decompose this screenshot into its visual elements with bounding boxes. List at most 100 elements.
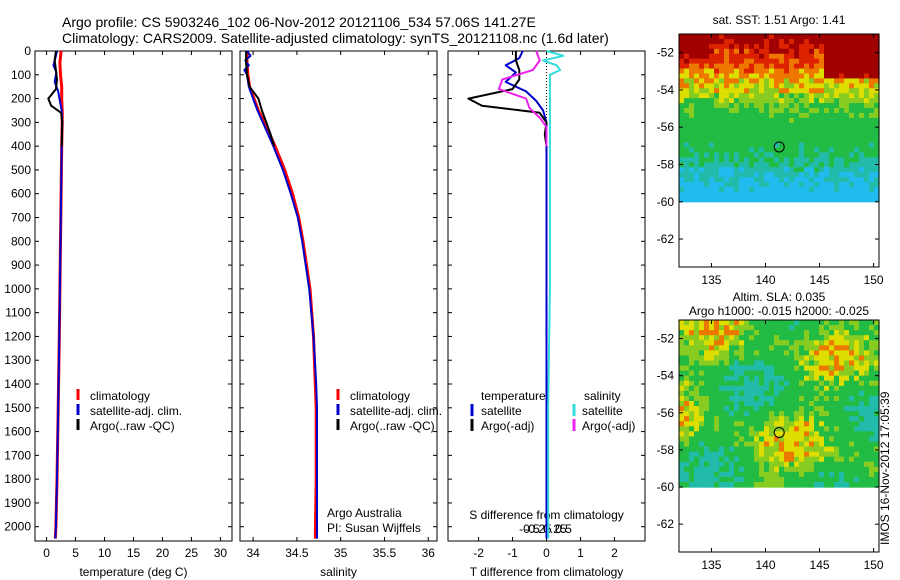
y-tick-label: 200: [11, 92, 31, 106]
difference-panel: -2 -1 0 1 2 T difference from climatology -0.5…: [447, 50, 646, 579]
y-tick-label: 1000: [4, 282, 31, 296]
series-line-argo-raw-qc-: [47, 50, 64, 147]
y-tick-label: 100: [11, 68, 31, 82]
x-tick-label: 35: [334, 546, 348, 560]
sla-map-panel: -52 -54 -56 -58 -60 -62 135 140 145 150 Altim. SLA…: [657, 290, 884, 572]
annotation-line1: Argo Australia: [327, 506, 402, 520]
x-tick-label: 20: [156, 546, 170, 560]
y-tick-label: -52: [657, 332, 675, 346]
map-sla-title-line1: Altim. SLA: 0.035: [733, 290, 826, 304]
y-tick-label: 700: [11, 211, 31, 225]
argo-float-marker: [773, 141, 785, 153]
x-tick-label: 145: [810, 558, 830, 572]
y-tick-label: -52: [657, 46, 675, 60]
x-tick2-label: 0.25: [543, 522, 567, 536]
x-tick2-label: -0.5: [519, 522, 540, 536]
y-tick-label: -58: [657, 443, 675, 457]
y-tick-label: 1300: [4, 353, 31, 367]
series-line-temperature-satellite: [504, 50, 548, 539]
y-tick-label: -60: [657, 480, 675, 494]
x-tick-label: 0: [543, 546, 550, 560]
y-tick-label: -62: [657, 517, 675, 531]
y-tick-label: 400: [11, 139, 31, 153]
y-tick-label: 1900: [4, 496, 31, 510]
legend-label: Argo(..raw -QC): [350, 419, 435, 433]
y-tick-label: -62: [657, 232, 675, 246]
salinity-panel: 34 34.5 35 35.5 36 salinity climatologysatelli…: [239, 50, 442, 579]
y-tick-label: 500: [11, 163, 31, 177]
legend-salinity-title: salinity: [584, 389, 621, 403]
x-tick-label: 140: [755, 558, 775, 572]
y-tick-label: 1800: [4, 472, 31, 486]
legend-label: climatology: [90, 389, 150, 403]
legend-label: satellite-adj. clim.: [90, 404, 182, 418]
temperature-panel: 0100200300400500600700800900100011001200…: [4, 44, 233, 579]
legend-label: climatology: [350, 389, 410, 403]
x-tick-label: -2: [473, 546, 484, 560]
annotation-line2: PI: Susan Wijffels: [327, 521, 421, 535]
map-border: [678, 319, 880, 553]
x-tick-label: 30: [214, 546, 228, 560]
y-tick-label: 1200: [4, 329, 31, 343]
y-tick-label: 1600: [4, 425, 31, 439]
figure-title-line1: Argo profile: CS 5903246_102 06-Nov-2012…: [62, 14, 536, 30]
y-tick-label: -60: [657, 195, 675, 209]
x-tick-label: 140: [755, 273, 775, 287]
legend-temperature-title: temperature: [481, 389, 546, 403]
legend-label: Argo(-adj): [582, 419, 635, 433]
y-tick-label: -56: [657, 406, 675, 420]
series-line-salinity-argo-adj-: [497, 50, 548, 147]
timestamp-watermark: IMOS 16-Nov-2012 17:05:39: [878, 391, 892, 545]
map-sst-title: sat. SST: 1.51 Argo: 1.41: [713, 13, 846, 27]
y-tick-label: -58: [657, 157, 675, 171]
x-tick-label: 2: [611, 546, 618, 560]
x-tick-label: 145: [810, 273, 830, 287]
argo-float-marker: [773, 426, 785, 438]
series-line-salinity-satellite: [542, 50, 565, 539]
y-tick-label: -56: [657, 120, 675, 134]
x-tick-label: 35.5: [373, 546, 397, 560]
y-tick-label: 0: [24, 44, 31, 58]
x-tick-label: -1: [507, 546, 518, 560]
x-tick-label: 36: [422, 546, 436, 560]
y-tick-label: 1100: [5, 306, 31, 320]
plot-frame: [239, 50, 438, 542]
x-axis-label: salinity: [320, 565, 357, 579]
y-tick-label: 1500: [4, 401, 31, 415]
legend-label: satellite-adj. clim.: [350, 404, 442, 418]
y-tick-label: -54: [657, 369, 675, 383]
legend-label: Argo(-adj): [481, 419, 534, 433]
x-tick-label: 150: [864, 558, 884, 572]
series-line-argo-raw-qc-: [245, 51, 276, 147]
x-tick-label: 1: [577, 546, 584, 560]
y-tick-label: 800: [11, 234, 31, 248]
y-tick-label: 300: [11, 115, 31, 129]
map-sla-title-line2: Argo h1000: -0.015 h2000: -0.025: [689, 304, 869, 318]
x-tick-label: 150: [864, 273, 884, 287]
y-tick-label: 1700: [4, 448, 31, 462]
map-heatmap: [679, 34, 880, 203]
map-border: [678, 33, 880, 268]
figure-title-line2: Climatology: CARS2009. Satellite-adjuste…: [62, 30, 609, 46]
x-tick-label: 10: [98, 546, 112, 560]
y-tick-label: 600: [11, 187, 31, 201]
legend-label: Argo(..raw -QC): [90, 419, 175, 433]
y-tick-label: 900: [11, 258, 31, 272]
x-tick-label: 15: [127, 546, 141, 560]
x-tick-label: 34.5: [285, 546, 309, 560]
sst-map-panel: -52 -54 -56 -58 -60 -62 135 140 145 150 sat. SST: …: [657, 13, 884, 287]
x-tick-label: 5: [72, 546, 79, 560]
x-tick-label: 25: [185, 546, 199, 560]
x-axis-label: T difference from climatology: [470, 565, 624, 579]
plot-frame: [34, 50, 233, 542]
legend-label: satellite: [582, 404, 623, 418]
legend-label: satellite: [481, 404, 522, 418]
x-tick2-label: -0.25: [524, 522, 552, 536]
x-tick-label: 135: [701, 558, 721, 572]
y-tick-label: 2000: [4, 520, 31, 534]
x-tick-label: 0: [43, 546, 50, 560]
x-tick-label: 34: [246, 546, 260, 560]
y-tick-label: -54: [657, 83, 675, 97]
map-heatmap: [679, 320, 880, 488]
